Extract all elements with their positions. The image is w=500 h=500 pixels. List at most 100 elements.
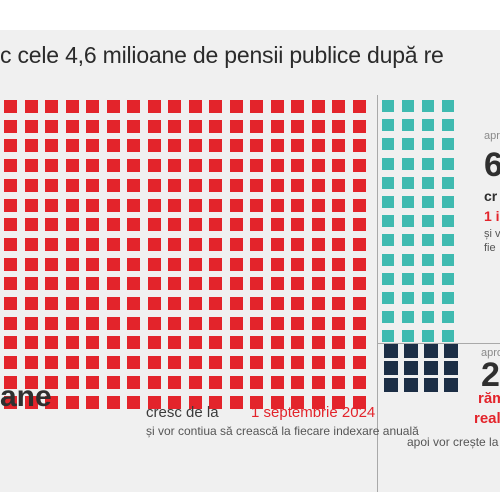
waffle-square xyxy=(311,356,325,370)
waffle-square xyxy=(311,119,325,133)
waffle-square xyxy=(352,277,366,291)
waffle-square xyxy=(147,198,161,212)
waffle-square xyxy=(250,277,263,291)
waffle-square xyxy=(422,215,434,228)
waffle-square xyxy=(168,218,181,232)
waffle-square xyxy=(402,215,414,228)
waffle-square xyxy=(45,356,58,370)
navy-group-big-number: 2 xyxy=(481,356,500,394)
waffle-square xyxy=(86,178,99,192)
waffle-square xyxy=(311,395,325,409)
waffle-square xyxy=(127,375,140,389)
waffle-square xyxy=(168,237,181,251)
red-group-date: 1 septembrie 2024 xyxy=(251,404,376,421)
waffle-square xyxy=(168,178,181,192)
waffle-square xyxy=(127,395,140,409)
waffle-square xyxy=(270,159,284,173)
waffle-square xyxy=(291,178,304,192)
waffle-square xyxy=(24,139,38,153)
waffle-square xyxy=(24,198,38,212)
waffle-square xyxy=(86,277,99,291)
waffle-square xyxy=(250,198,263,212)
waffle-square xyxy=(4,395,17,409)
waffle-square xyxy=(147,336,161,350)
waffle-square xyxy=(382,157,394,170)
waffle-square xyxy=(147,257,161,271)
waffle-square xyxy=(147,297,161,310)
waffle-square xyxy=(209,395,222,409)
waffle-square xyxy=(127,356,140,370)
waffle-square xyxy=(352,218,366,232)
waffle-square xyxy=(24,159,38,173)
waffle-square xyxy=(442,253,454,266)
waffle-square xyxy=(188,375,202,389)
waffle-square xyxy=(4,218,17,232)
waffle-square xyxy=(65,139,79,153)
waffle-square xyxy=(209,119,222,133)
divider-vertical xyxy=(377,95,378,492)
waffle-square xyxy=(311,257,325,271)
waffle-square xyxy=(229,297,243,310)
waffle-square xyxy=(250,159,263,173)
waffle-square xyxy=(168,297,181,310)
waffle-square xyxy=(332,375,345,389)
waffle-square xyxy=(250,100,263,113)
waffle-square xyxy=(147,100,161,113)
waffle-square xyxy=(45,119,58,133)
waffle-square xyxy=(332,139,345,153)
waffle-square xyxy=(402,311,414,324)
waffle-square xyxy=(229,198,243,212)
waffle-square xyxy=(188,356,202,370)
waffle-square xyxy=(147,159,161,173)
waffle-square xyxy=(65,395,79,409)
waffle-square xyxy=(45,257,58,271)
waffle-square xyxy=(422,272,434,285)
waffle-square xyxy=(106,178,120,192)
waffle-square xyxy=(332,159,345,173)
waffle-square xyxy=(442,234,454,247)
waffle-square xyxy=(168,198,181,212)
waffle-square xyxy=(291,375,304,389)
waffle-square xyxy=(352,356,366,370)
teal-group-small-label: apro xyxy=(484,130,500,142)
waffle-square xyxy=(147,178,161,192)
waffle-square xyxy=(4,159,17,173)
waffle-square xyxy=(311,336,325,350)
waffle-square xyxy=(209,316,222,330)
waffle-square xyxy=(311,277,325,291)
waffle-square xyxy=(106,257,120,271)
red-group-big-label: ane xyxy=(0,380,52,413)
waffle-square xyxy=(65,316,79,330)
waffle-square xyxy=(424,361,438,375)
waffle-square xyxy=(422,330,434,343)
waffle-square xyxy=(229,356,243,370)
waffle-square xyxy=(442,138,454,151)
waffle-square xyxy=(147,375,161,389)
waffle-square xyxy=(270,178,284,192)
waffle-square xyxy=(270,198,284,212)
waffle-square xyxy=(332,356,345,370)
waffle-square xyxy=(291,139,304,153)
waffle-square xyxy=(311,316,325,330)
waffle-square xyxy=(4,356,17,370)
waffle-square xyxy=(147,277,161,291)
waffle-square xyxy=(382,196,394,208)
waffle-square xyxy=(188,218,202,232)
waffle-square xyxy=(422,100,434,112)
waffle-square xyxy=(127,218,140,232)
teal-group-highlight: 1 i xyxy=(484,208,500,224)
waffle-square xyxy=(442,100,454,112)
waffle-square xyxy=(188,257,202,271)
red-group-text: cresc de la xyxy=(146,404,219,421)
waffle-square xyxy=(127,257,140,271)
waffle-square xyxy=(147,356,161,370)
waffle-square xyxy=(168,316,181,330)
waffle-square xyxy=(332,218,345,232)
waffle-square xyxy=(352,139,366,153)
waffle-square xyxy=(86,159,99,173)
waffle-square xyxy=(270,139,284,153)
waffle-square xyxy=(270,297,284,310)
waffle-square xyxy=(4,277,17,291)
waffle-square xyxy=(250,316,263,330)
